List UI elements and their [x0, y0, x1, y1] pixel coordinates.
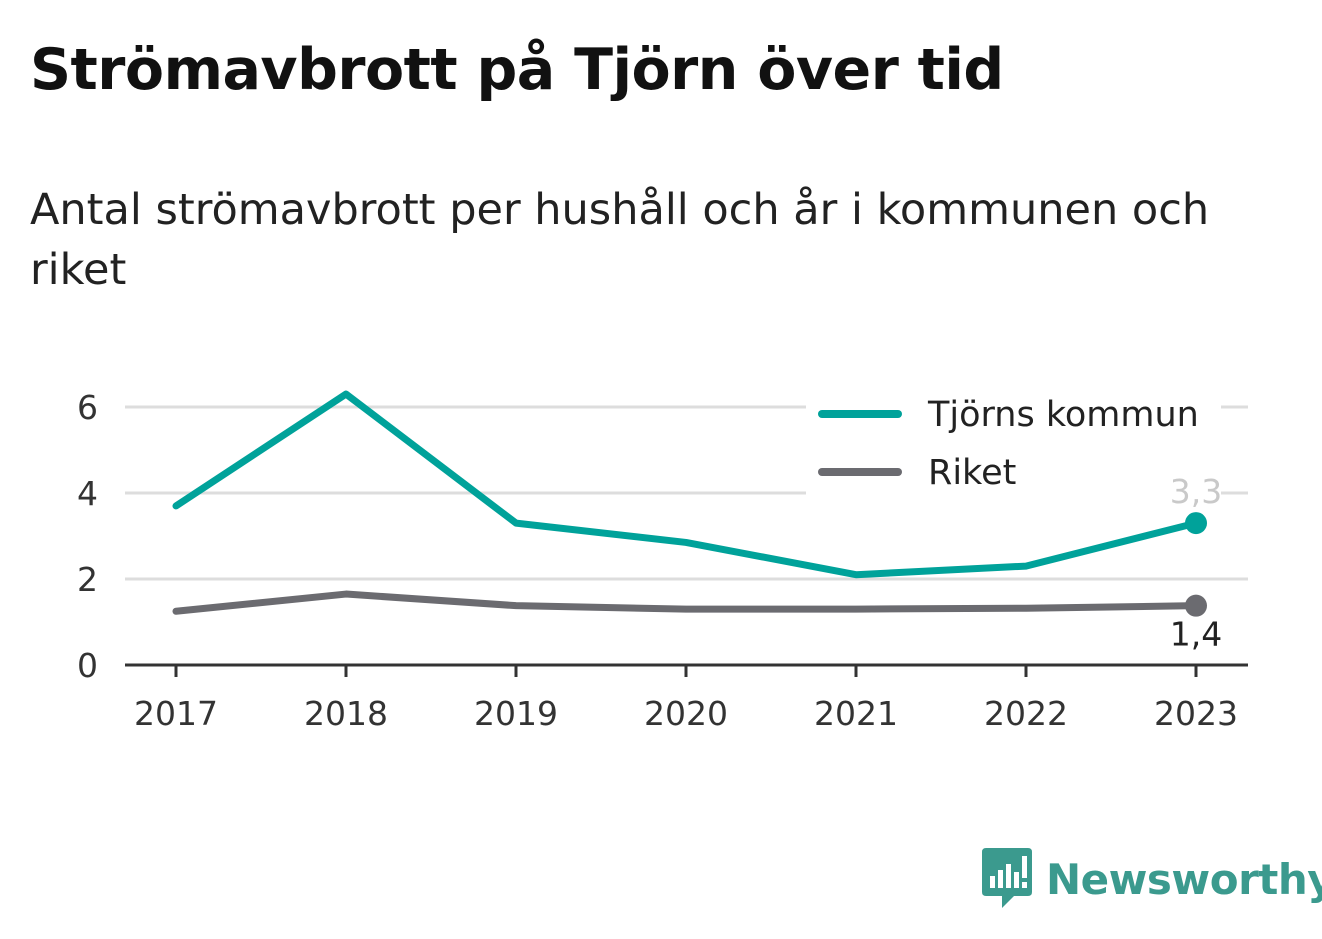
legend-background	[806, 388, 1221, 498]
x-tick-label: 2023	[1154, 694, 1238, 733]
brand-logo: Newsworthy	[982, 848, 1322, 910]
chart-subtitle: Antal strömavbrott per hushåll och år i …	[30, 185, 1210, 295]
x-tick-label: 2022	[984, 694, 1068, 733]
y-tick-label: 6	[77, 388, 98, 427]
series-line-riket	[172, 590, 1200, 615]
axes: 0 2 4 6 2017 2018 2019 2020 2021 2022 2023	[77, 388, 1248, 733]
series-line-tjorn	[172, 390, 1200, 579]
value-labels: 3,3 1,4	[1170, 472, 1222, 654]
x-tick-label: 2017	[134, 694, 218, 733]
legend-label: Tjörns kommun	[927, 395, 1199, 435]
y-tick-label: 4	[77, 474, 98, 513]
data-point	[1185, 512, 1207, 535]
data-label-riket: 1,4	[1170, 615, 1222, 654]
x-tick-label: 2020	[644, 694, 728, 733]
data-label-tjorn: 3,3	[1170, 472, 1222, 511]
legend-label: Riket	[928, 453, 1016, 493]
data-point	[1185, 594, 1207, 617]
x-tick-label: 2018	[304, 694, 388, 733]
brand-name: Newsworthy	[1046, 854, 1322, 904]
chart-title: Strömavbrott på Tjörn över tid	[30, 37, 1004, 103]
x-tick-label: 2019	[474, 694, 558, 733]
y-tick-label: 0	[77, 646, 98, 685]
newsworthy-logo-icon	[982, 848, 1032, 908]
y-tick-label: 2	[77, 560, 98, 599]
legend: Tjörns kommun Riket	[806, 388, 1221, 498]
series-lines	[172, 390, 1207, 617]
x-tick-label: 2021	[814, 694, 898, 733]
